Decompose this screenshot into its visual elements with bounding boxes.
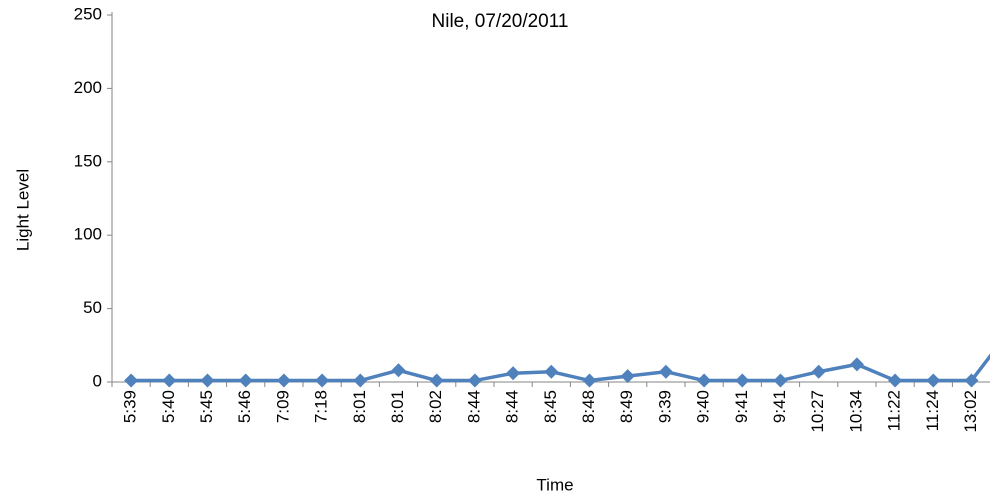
y-tick-label: 100 — [74, 225, 102, 244]
marker — [926, 373, 941, 388]
marker — [697, 373, 712, 388]
y-tick-label: 0 — [93, 371, 102, 390]
marker — [429, 373, 444, 388]
x-tick-label: 7:09 — [273, 390, 292, 423]
x-tick-label: 5:46 — [235, 390, 254, 423]
marker — [544, 364, 559, 379]
marker — [849, 357, 864, 372]
x-tick-label: 8:48 — [579, 390, 598, 423]
marker — [391, 363, 406, 378]
marker — [811, 364, 826, 379]
x-tick-label: 5:39 — [121, 390, 140, 423]
x-tick-label: 8:01 — [388, 390, 407, 423]
x-tick-label: 10:34 — [846, 390, 865, 433]
x-axis-label: Time — [536, 475, 573, 494]
x-tick-label: 5:40 — [159, 390, 178, 423]
y-tick-label: 200 — [74, 78, 102, 97]
x-tick-label: 9:41 — [732, 390, 751, 423]
marker — [658, 364, 673, 379]
marker — [276, 373, 291, 388]
marker — [162, 373, 177, 388]
x-tick-label: 11:22 — [885, 390, 904, 431]
line-series — [131, 353, 990, 383]
marker — [238, 373, 253, 388]
x-tick-label: 8:02 — [426, 390, 445, 423]
marker — [964, 373, 979, 388]
marker — [124, 373, 139, 388]
marker — [315, 373, 330, 388]
y-tick-label: 150 — [74, 151, 102, 170]
x-tick-label: 8:45 — [541, 390, 560, 423]
x-tick-label: 9:39 — [655, 390, 674, 423]
x-tick-label: 10:27 — [808, 390, 827, 433]
x-tick-label: 7:18 — [312, 390, 331, 423]
marker — [620, 369, 635, 384]
x-tick-label: 5:45 — [197, 390, 216, 423]
marker — [773, 373, 788, 388]
y-tick-label: 250 — [74, 4, 102, 23]
x-tick-label: 11:24 — [923, 390, 942, 431]
y-tick-label: 50 — [83, 298, 102, 317]
x-tick-label: 8:44 — [503, 390, 522, 423]
x-tick-label: 8:44 — [464, 390, 483, 423]
y-axis-label: Light Level — [13, 169, 32, 251]
x-tick-label: 8:01 — [350, 390, 369, 423]
marker — [735, 373, 750, 388]
marker — [506, 366, 521, 381]
marker — [582, 373, 597, 388]
chart-title: Nile, 07/20/2011 — [432, 11, 569, 32]
x-tick-label: 8:49 — [617, 390, 636, 423]
marker — [200, 373, 215, 388]
marker — [353, 373, 368, 388]
marker — [467, 373, 482, 388]
marker — [888, 373, 903, 388]
x-tick-label: 9:41 — [770, 390, 789, 423]
x-tick-label: 13:02 — [961, 390, 980, 433]
x-tick-label: 9:40 — [694, 390, 713, 423]
